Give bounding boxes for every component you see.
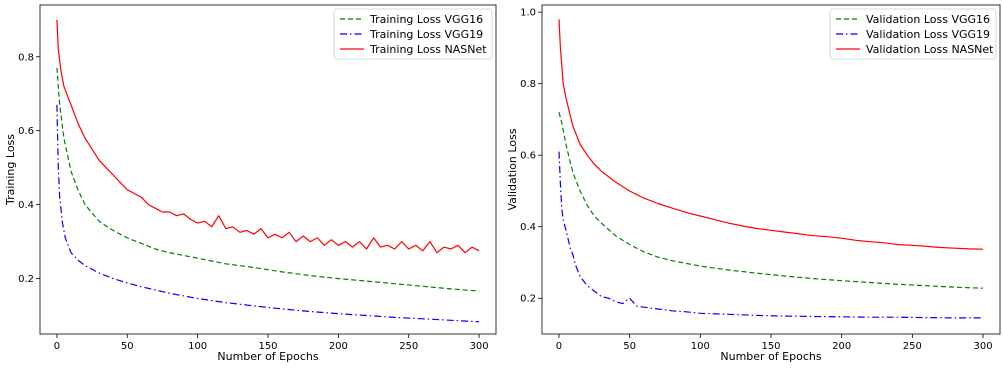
series-line-3 xyxy=(558,19,984,250)
series-line-1 xyxy=(56,67,480,292)
y-tick-label: 0.8 xyxy=(520,79,536,90)
series-line-2 xyxy=(56,104,480,323)
x-tick-label: 250 xyxy=(903,341,922,352)
legend-box xyxy=(829,8,997,60)
y-tick-label: 0.6 xyxy=(18,126,34,137)
x-axis-label: Number of Epochs xyxy=(217,350,318,363)
y-tick-label: 0.2 xyxy=(520,294,536,305)
x-tick-label: 50 xyxy=(623,341,636,352)
y-tick-label: 0.4 xyxy=(520,222,536,233)
y-tick-label: 0.8 xyxy=(18,52,34,63)
x-tick-label: 0 xyxy=(556,341,562,352)
legend-box xyxy=(333,8,493,60)
legend-label-2: Training Loss VGG19 xyxy=(369,28,483,41)
x-tick-label: 50 xyxy=(121,341,134,352)
legend-label-3: Validation Loss NASNet xyxy=(866,43,994,56)
x-tick-label: 300 xyxy=(470,341,489,352)
y-tick-label: 0.6 xyxy=(520,151,536,162)
x-tick-label: 100 xyxy=(691,341,710,352)
series-line-2 xyxy=(558,151,983,319)
legend-label-1: Training Loss VGG16 xyxy=(369,13,483,26)
x-tick-label: 250 xyxy=(399,341,418,352)
legend: Training Loss VGG16 Training Loss VGG19 Tr… xyxy=(333,8,493,60)
legend: Validation Loss VGG16 Validation Loss VGG… xyxy=(829,8,997,60)
chart-2: 0 50 100 150 200 250 300 0.2 0.4 0.6 0.8 1.0 Number … xyxy=(506,4,1001,363)
x-axis-label: Number of Epochs xyxy=(720,350,821,363)
y-tick-label: 0.4 xyxy=(18,200,34,211)
y-tick-label: 1.0 xyxy=(520,8,536,19)
y-axis-label: Validation Loss xyxy=(506,128,519,210)
x-tick-label: 150 xyxy=(761,341,780,352)
legend-label-3: Training Loss NASNet xyxy=(369,43,487,56)
legend-label-1: Validation Loss VGG16 xyxy=(866,13,990,26)
y-axis-label: Training Loss xyxy=(4,134,17,206)
x-tick-label: 200 xyxy=(329,341,348,352)
x-tick-label: 150 xyxy=(258,341,277,352)
x-tick-label: 300 xyxy=(973,341,992,352)
x-tick-label: 0 xyxy=(54,341,60,352)
x-tick-label: 200 xyxy=(832,341,851,352)
legend-label-2: Validation Loss VGG19 xyxy=(866,28,990,41)
y-tick-label: 0.2 xyxy=(18,274,34,285)
series-line-3 xyxy=(56,19,480,254)
series-line-1 xyxy=(558,112,984,289)
x-tick-label: 100 xyxy=(188,341,207,352)
chart-1: 0 50 100 150 200 250 300 0.2 0.4 0.6 0.8 Number of … xyxy=(4,4,497,363)
